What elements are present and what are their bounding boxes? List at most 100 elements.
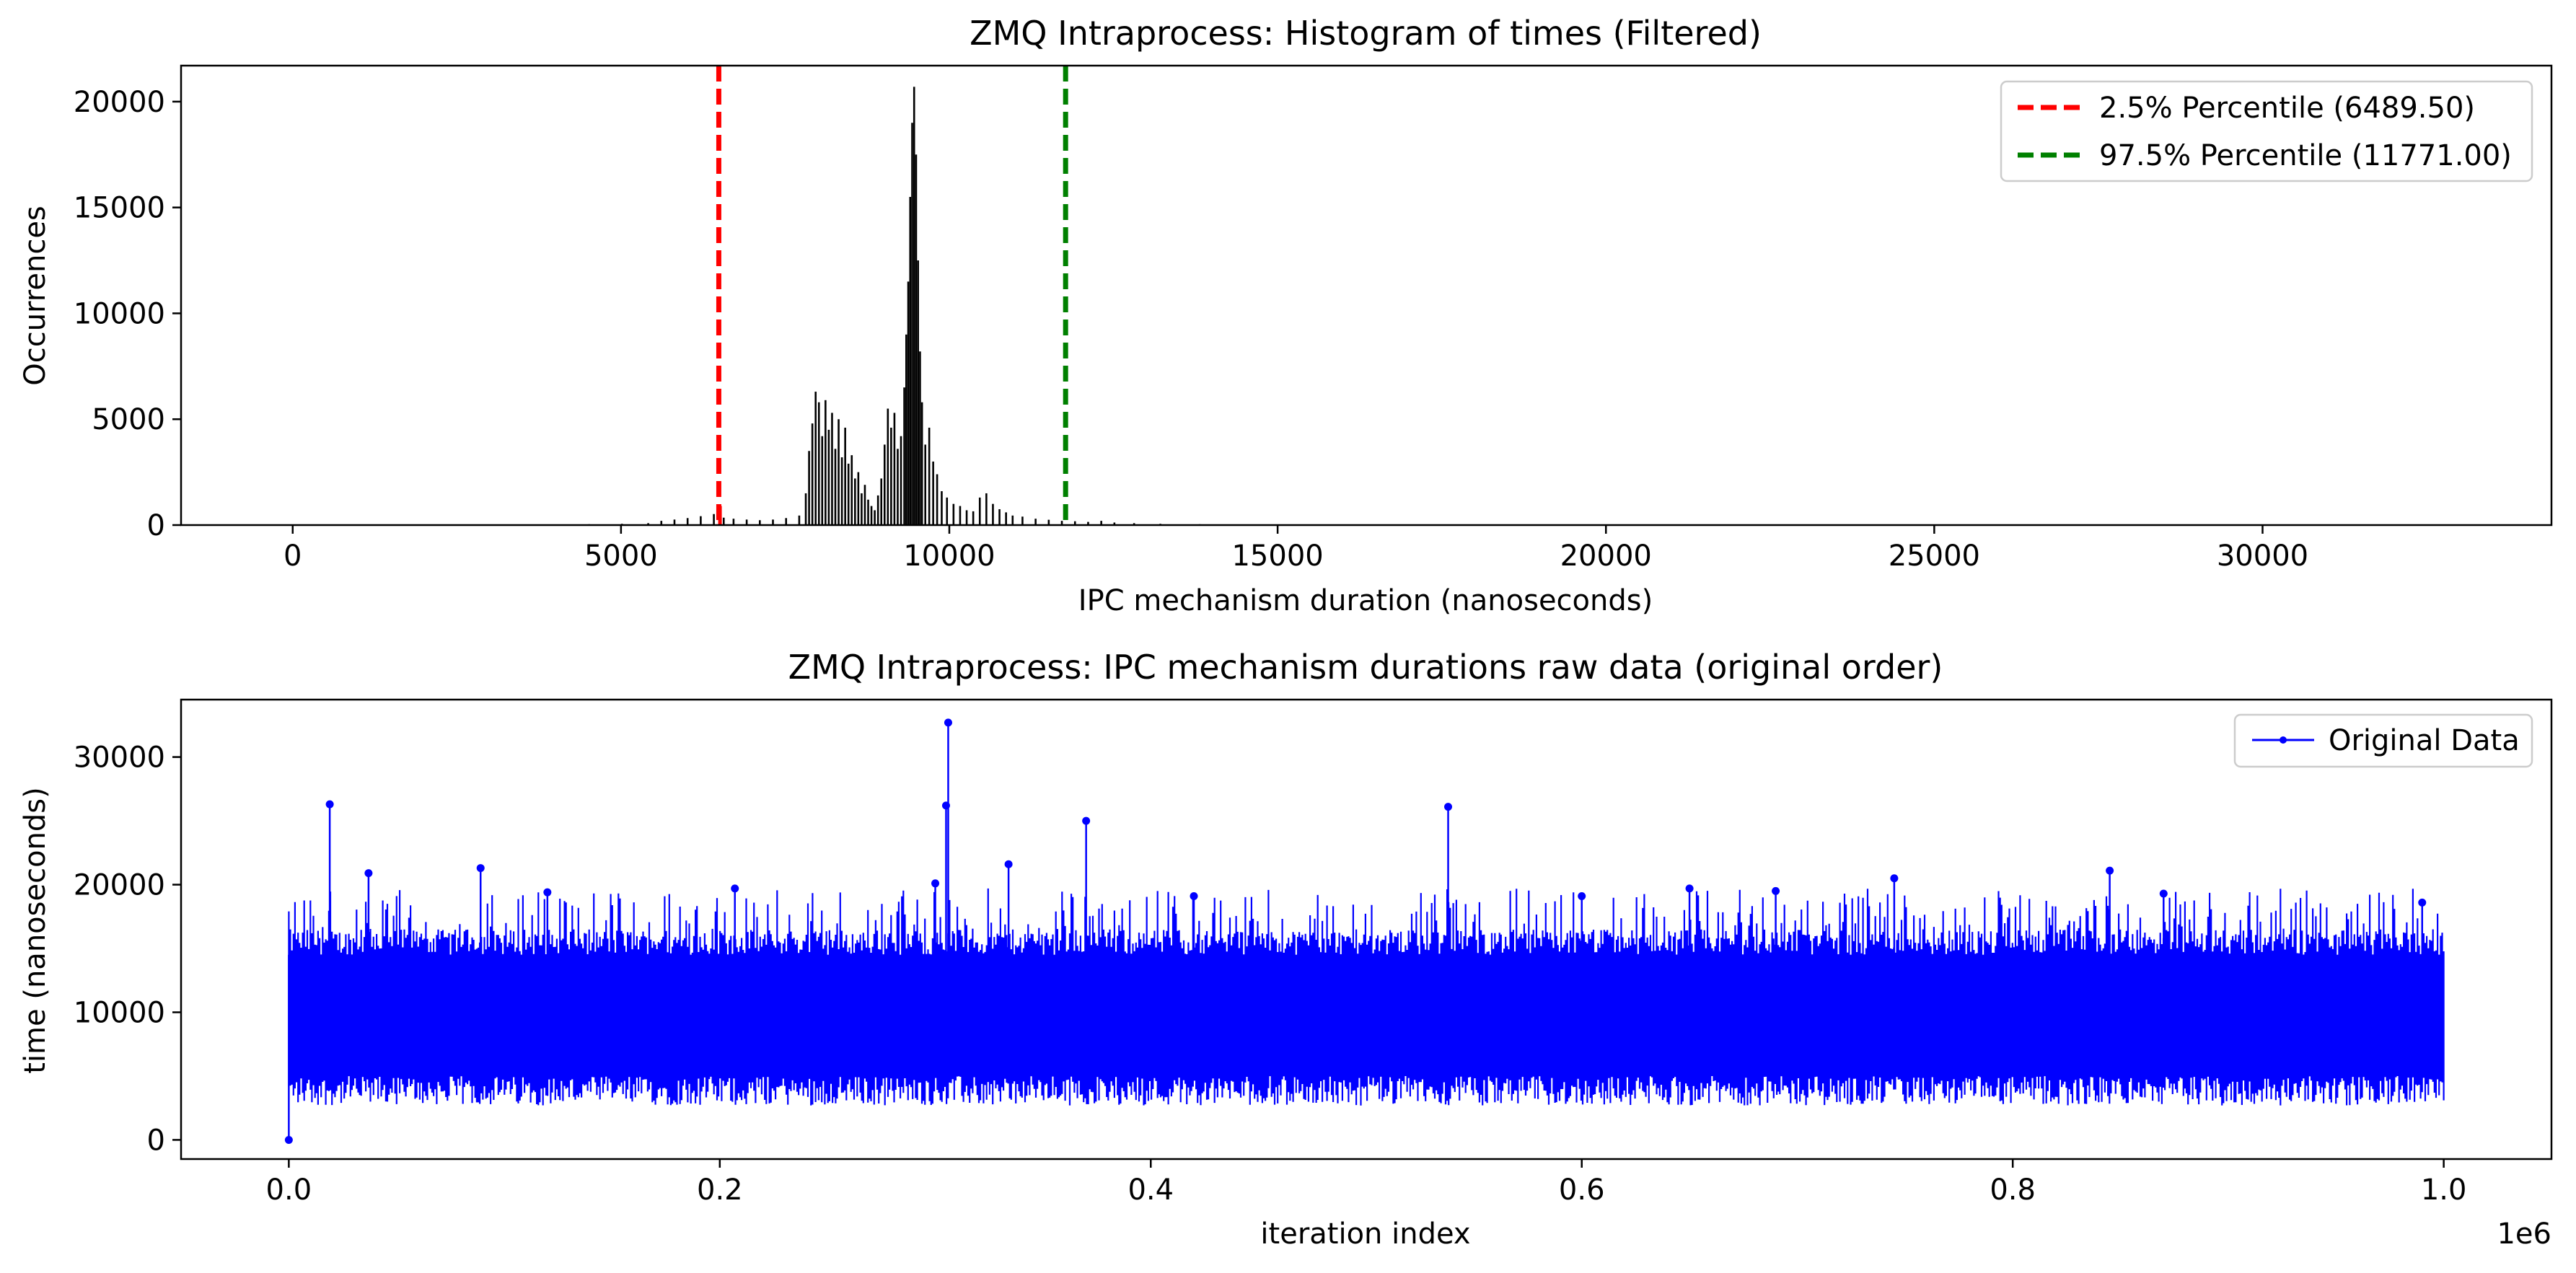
histogram-y-ticks: 0 5000 10000 15000 20000: [74, 86, 181, 542]
histogram-bar: [1034, 519, 1037, 525]
histogram-bar: [1087, 521, 1089, 525]
histogram-bar: [831, 413, 833, 525]
histogram-bar: [1100, 521, 1102, 525]
raw-x-ticks: 0.0 0.2 0.4 0.6 0.8 1.0: [266, 1159, 2467, 1207]
histogram-bar: [825, 400, 827, 525]
y-tick-label: 10000: [74, 997, 165, 1030]
y-tick-label: 0: [147, 509, 165, 542]
x-tick-label: 0.2: [697, 1173, 743, 1207]
histogram-bar: [847, 463, 850, 525]
y-tick-label: 15000: [74, 192, 165, 225]
histogram-bar: [867, 499, 869, 525]
histogram-bar: [857, 472, 860, 525]
series-point: [325, 800, 334, 809]
raw-y-ticks: 0 10000 20000 30000: [74, 741, 181, 1157]
histogram-bar: [965, 510, 968, 525]
x-tick-label: 10000: [903, 539, 995, 573]
raw-legend: Original Data: [2233, 713, 2533, 768]
histogram-bar: [1060, 521, 1063, 525]
histogram-bar: [827, 429, 830, 525]
histogram-bar: [920, 402, 923, 525]
histogram-bar: [928, 427, 931, 525]
raw-data-chart: ZMQ Intraprocess: IPC mechanism duration…: [19, 648, 2553, 1251]
original-data-series: [284, 718, 2445, 1144]
histogram-bar: [932, 461, 934, 525]
histogram-bar: [804, 493, 807, 525]
series-point: [944, 718, 952, 727]
histogram-bar: [909, 197, 912, 525]
x-tick-label: 1.0: [2421, 1173, 2467, 1207]
x-tick-label: 0.0: [266, 1173, 312, 1207]
histogram-bar: [903, 387, 905, 525]
histogram-bar: [907, 281, 910, 525]
histogram-bar: [772, 519, 774, 525]
series-point: [364, 869, 373, 878]
histogram-bars: [489, 87, 2396, 526]
histogram-bar: [673, 519, 676, 525]
raw-x-axis-label: iteration index: [1260, 1217, 1470, 1251]
histogram-bar: [660, 521, 663, 525]
series-point: [1190, 891, 1198, 900]
series-point: [543, 888, 552, 897]
histogram-bar: [732, 519, 735, 525]
histogram-bar: [936, 474, 938, 525]
histogram-bar: [941, 491, 943, 525]
histogram-bar: [919, 351, 921, 525]
series-point: [1004, 860, 1013, 868]
histogram-bar: [1047, 519, 1050, 525]
histogram-bar: [972, 511, 975, 525]
histogram-bar: [915, 154, 918, 526]
histogram-bar: [1133, 523, 1135, 525]
histogram-bar: [1005, 512, 1007, 525]
histogram-bar: [821, 436, 824, 525]
y-tick-label: 30000: [74, 741, 165, 775]
y-tick-label: 0: [147, 1124, 165, 1157]
histogram-bar: [647, 523, 649, 525]
histogram-title: ZMQ Intraprocess: Histogram of times (Fi…: [970, 14, 1762, 53]
legend-entry-97.5-percentile: 97.5% Percentile (11771.00): [2099, 139, 2512, 172]
histogram-bar: [876, 495, 879, 525]
histogram-bar: [785, 518, 788, 525]
x-tick-label: 30000: [2217, 539, 2308, 573]
histogram-bar: [905, 334, 907, 525]
series-point: [1685, 884, 1694, 893]
histogram-bar: [814, 392, 817, 525]
series-point: [1772, 886, 1780, 895]
x-tick-label: 0.6: [1559, 1173, 1605, 1207]
percentile-lines: [716, 66, 1068, 525]
histogram-bar: [811, 423, 814, 525]
histogram-bar: [911, 123, 913, 525]
series-point: [931, 879, 940, 888]
histogram-bar: [808, 451, 810, 525]
histogram-bar: [917, 260, 919, 525]
x-tick-label: 15000: [1231, 539, 1323, 573]
histogram-bar: [978, 497, 981, 525]
histogram-bar: [874, 510, 876, 525]
legend-swatch-blue-marker: [2280, 736, 2287, 744]
series-point: [284, 1135, 293, 1144]
x-tick-label: 0.4: [1127, 1173, 1174, 1207]
histogram-bar: [1011, 515, 1014, 525]
histogram-bar: [1073, 521, 1076, 525]
histogram-bar: [863, 485, 866, 525]
histogram-legend: 2.5% Percentile (6489.50) 97.5% Percenti…: [2000, 80, 2533, 182]
histogram-bar: [913, 87, 915, 526]
raw-data-title: ZMQ Intraprocess: IPC mechanism duration…: [788, 648, 1943, 687]
histogram-bar: [900, 436, 902, 525]
x-tick-label: 20000: [1560, 539, 1652, 573]
histogram-bar: [1113, 522, 1116, 525]
histogram-bar: [992, 503, 994, 525]
series-point: [476, 864, 485, 873]
histogram-bar: [850, 455, 853, 525]
series-point: [1578, 891, 1586, 900]
series-point: [731, 884, 739, 893]
histogram-bar: [897, 449, 899, 525]
raw-data-axes-frame: [180, 698, 2553, 1160]
histogram-bar: [798, 515, 801, 525]
histogram-bar: [854, 478, 856, 525]
histogram-bar: [745, 519, 748, 525]
x-tick-label: 0: [283, 539, 302, 573]
histogram-bar: [686, 518, 689, 525]
y-tick-label: 20000: [74, 869, 165, 902]
histogram-bar: [998, 508, 1001, 525]
